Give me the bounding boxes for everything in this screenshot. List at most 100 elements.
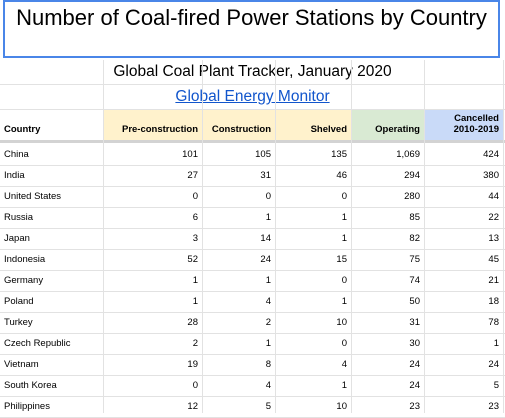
operating-cell[interactable]: 1,069 — [396, 149, 420, 160]
shelved-cell[interactable]: 0 — [341, 275, 347, 286]
sheet-subtitle[interactable]: Global Coal Plant Tracker, January 2020 — [113, 63, 392, 80]
header-country[interactable]: Country — [0, 110, 103, 140]
grid-line-horizontal — [0, 84, 505, 85]
shelved-cell[interactable]: 46 — [336, 170, 347, 181]
construction-cell[interactable]: 1 — [265, 338, 271, 349]
cancelled-cell[interactable]: 1 — [493, 338, 499, 349]
cancelled-cell[interactable]: 78 — [488, 317, 499, 328]
construction-cell[interactable]: 1 — [265, 275, 271, 286]
preconstruction-cell[interactable]: 0 — [192, 380, 198, 391]
country-cell[interactable]: Czech Republic — [4, 338, 71, 349]
shelved-cell[interactable]: 0 — [341, 338, 347, 349]
header-operating[interactable]: Operating — [352, 110, 424, 140]
shelved-cell[interactable]: 135 — [331, 149, 347, 160]
operating-cell[interactable]: 294 — [404, 170, 420, 181]
source-link[interactable]: Global Energy Monitor — [175, 88, 330, 105]
grid-line-horizontal — [0, 333, 505, 334]
country-cell[interactable]: South Korea — [4, 380, 57, 391]
country-cell[interactable]: Russia — [4, 212, 34, 223]
preconstruction-cell[interactable]: 3 — [192, 233, 198, 244]
header-construction[interactable]: Construction — [203, 110, 275, 140]
cancelled-cell[interactable]: 23 — [488, 401, 499, 412]
construction-cell[interactable]: 105 — [255, 149, 271, 160]
preconstruction-cell[interactable]: 0 — [192, 191, 198, 202]
header-cancelled-line2: 2010-2019 — [453, 124, 499, 135]
operating-cell[interactable]: 30 — [409, 338, 420, 349]
country-cell[interactable]: Japan — [4, 233, 30, 244]
shelved-cell[interactable]: 10 — [336, 317, 347, 328]
country-cell[interactable]: India — [4, 170, 25, 181]
preconstruction-cell[interactable]: 101 — [182, 149, 198, 160]
shelved-cell[interactable]: 10 — [336, 401, 347, 412]
country-cell[interactable]: United States — [4, 191, 62, 202]
cancelled-cell[interactable]: 44 — [488, 191, 499, 202]
preconstruction-cell[interactable]: 2 — [192, 338, 198, 349]
shelved-cell[interactable]: 1 — [341, 212, 347, 223]
operating-cell[interactable]: 85 — [409, 212, 420, 223]
shelved-cell[interactable]: 1 — [341, 380, 347, 391]
country-cell[interactable]: Philippines — [4, 401, 50, 412]
cancelled-cell[interactable]: 13 — [488, 233, 499, 244]
operating-cell[interactable]: 74 — [409, 275, 420, 286]
operating-cell[interactable]: 280 — [404, 191, 420, 202]
grid-line-horizontal — [0, 270, 505, 271]
grid-line-horizontal — [0, 207, 505, 208]
frozen-row-divider[interactable] — [0, 140, 505, 143]
preconstruction-cell[interactable]: 19 — [187, 359, 198, 370]
construction-cell[interactable]: 31 — [260, 170, 271, 181]
preconstruction-cell[interactable]: 27 — [187, 170, 198, 181]
construction-cell[interactable]: 0 — [265, 191, 271, 202]
country-cell[interactable]: Poland — [4, 296, 34, 307]
construction-cell[interactable]: 5 — [265, 401, 271, 412]
construction-cell[interactable]: 4 — [265, 380, 271, 391]
country-cell[interactable]: Indonesia — [4, 254, 46, 265]
preconstruction-cell[interactable]: 6 — [192, 212, 198, 223]
grid-line-vertical — [503, 60, 504, 413]
cancelled-cell[interactable]: 380 — [483, 170, 499, 181]
preconstruction-cell[interactable]: 28 — [187, 317, 198, 328]
operating-cell[interactable]: 31 — [409, 317, 420, 328]
shelved-cell[interactable]: 0 — [341, 191, 347, 202]
operating-cell[interactable]: 24 — [409, 359, 420, 370]
cancelled-cell[interactable]: 22 — [488, 212, 499, 223]
header-preconstruction[interactable]: Pre-construction — [104, 110, 202, 140]
operating-cell[interactable]: 82 — [409, 233, 420, 244]
cancelled-cell[interactable]: 5 — [493, 380, 499, 391]
preconstruction-cell[interactable]: 1 — [192, 296, 198, 307]
cancelled-cell[interactable]: 18 — [488, 296, 499, 307]
preconstruction-cell[interactable]: 52 — [187, 254, 198, 265]
cancelled-cell[interactable]: 45 — [488, 254, 499, 265]
construction-cell[interactable]: 4 — [265, 296, 271, 307]
operating-cell[interactable]: 75 — [409, 254, 420, 265]
shelved-cell[interactable]: 1 — [341, 296, 347, 307]
country-cell[interactable]: China — [4, 149, 29, 160]
construction-cell[interactable]: 8 — [265, 359, 271, 370]
country-cell[interactable]: Vietnam — [4, 359, 39, 370]
grid-line-horizontal — [0, 228, 505, 229]
shelved-cell[interactable]: 1 — [341, 233, 347, 244]
grid-line-horizontal — [0, 396, 505, 397]
grid-line-vertical — [424, 60, 425, 413]
construction-cell[interactable]: 24 — [260, 254, 271, 265]
operating-cell[interactable]: 50 — [409, 296, 420, 307]
grid-line-horizontal — [0, 186, 505, 187]
header-cancelled[interactable]: Cancelled 2010-2019 — [425, 110, 503, 140]
header-shelved[interactable]: Shelved — [276, 110, 351, 140]
sheet-title[interactable]: Number of Coal-fired Power Stations by C… — [3, 0, 500, 58]
cancelled-cell[interactable]: 21 — [488, 275, 499, 286]
construction-cell[interactable]: 2 — [265, 317, 271, 328]
cancelled-cell[interactable]: 424 — [483, 149, 499, 160]
grid-line-vertical — [275, 60, 276, 413]
country-cell[interactable]: Turkey — [4, 317, 33, 328]
operating-cell[interactable]: 23 — [409, 401, 420, 412]
grid-line-vertical — [202, 60, 203, 413]
country-cell[interactable]: Germany — [4, 275, 44, 286]
shelved-cell[interactable]: 15 — [336, 254, 347, 265]
cancelled-cell[interactable]: 24 — [488, 359, 499, 370]
preconstruction-cell[interactable]: 1 — [192, 275, 198, 286]
construction-cell[interactable]: 14 — [260, 233, 271, 244]
shelved-cell[interactable]: 4 — [341, 359, 347, 370]
construction-cell[interactable]: 1 — [265, 212, 271, 223]
operating-cell[interactable]: 24 — [409, 380, 420, 391]
preconstruction-cell[interactable]: 12 — [187, 401, 198, 412]
